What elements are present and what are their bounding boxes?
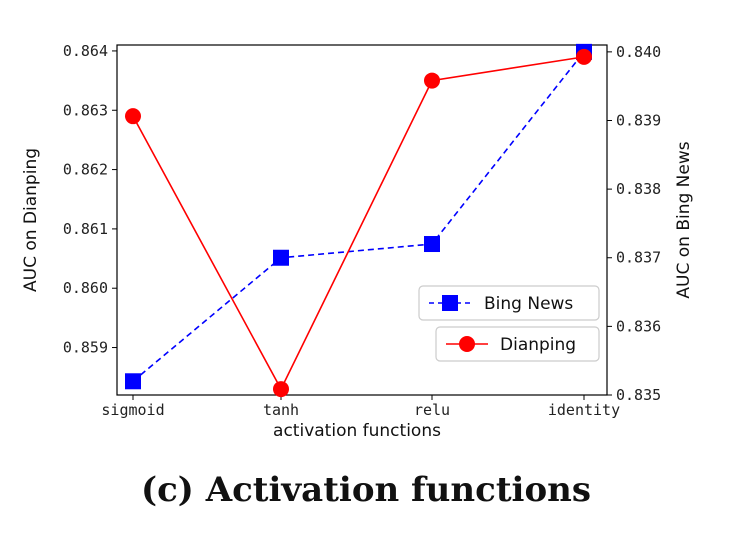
point-bing-news-relu xyxy=(424,236,440,253)
legend-box-dianping xyxy=(435,326,600,362)
left-tick-label: 0.861 xyxy=(63,220,108,238)
left-tick-label: 0.863 xyxy=(63,101,108,119)
y-axis-label-left: AUC on Dianping xyxy=(21,148,41,292)
plot-frame xyxy=(116,44,608,396)
x-axis-label: activation functions xyxy=(273,421,441,441)
right-axis: 0.835 0.836 0.837 0.838 0.839 0.840 xyxy=(607,43,661,404)
figure-caption: (c) Activation functions xyxy=(141,470,591,510)
legend-marker-bing-news xyxy=(442,295,458,311)
x-tick-label: sigmoid xyxy=(101,401,164,419)
point-bing-news-sigmoid xyxy=(125,373,141,390)
x-tick-label: relu xyxy=(414,401,450,419)
legend-label-bing-news: Bing News xyxy=(484,294,573,314)
legend: Bing News Dianping xyxy=(418,285,600,362)
point-dianping-relu xyxy=(424,72,440,89)
right-tick-label: 0.836 xyxy=(616,317,661,335)
x-tick-label: tanh xyxy=(263,401,299,419)
legend-box-bing-news xyxy=(418,285,600,321)
series-line-dianping xyxy=(132,56,585,391)
right-tick-label: 0.840 xyxy=(616,43,661,61)
legend-entry-dianping: Dianping xyxy=(435,326,600,362)
left-tick-label: 0.859 xyxy=(63,339,108,357)
right-tick-label: 0.839 xyxy=(616,111,661,129)
x-tick-label: identity xyxy=(548,401,620,419)
left-tick-label: 0.860 xyxy=(63,279,108,297)
right-tick-label: 0.838 xyxy=(616,180,661,198)
point-dianping-identity xyxy=(576,48,592,65)
legend-label-dianping: Dianping xyxy=(500,335,576,355)
x-axis: sigmoid tanh relu identity xyxy=(101,395,620,419)
series-layer xyxy=(125,43,592,398)
legend-entry-bing-news: Bing News xyxy=(418,285,600,321)
point-bing-news-tanh xyxy=(273,249,289,266)
right-tick-label: 0.837 xyxy=(616,249,661,267)
left-tick-label: 0.864 xyxy=(63,42,108,60)
point-dianping-tanh xyxy=(273,381,289,398)
left-tick-label: 0.862 xyxy=(63,161,108,179)
legend-marker-dianping xyxy=(459,336,475,352)
left-axis: 0.859 0.860 0.861 0.862 0.863 0.864 xyxy=(63,42,117,357)
point-dianping-sigmoid xyxy=(125,108,141,125)
y-axis-label-right: AUC on Bing News xyxy=(674,141,694,298)
right-tick-label: 0.835 xyxy=(616,386,661,404)
